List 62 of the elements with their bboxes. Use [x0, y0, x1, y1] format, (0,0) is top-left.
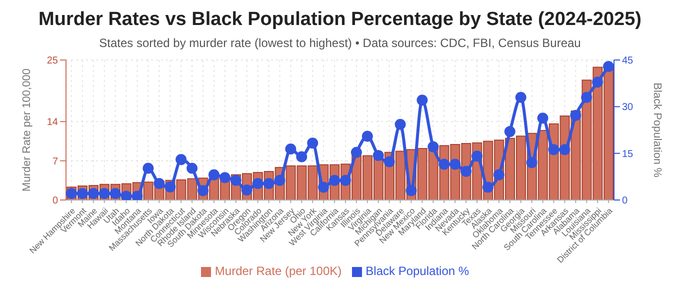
- point: [230, 174, 242, 186]
- point: [592, 76, 604, 88]
- y-axis-title: Murder Rate per 100,000: [20, 68, 33, 192]
- point: [372, 150, 384, 162]
- y-tick-label: 14: [46, 117, 58, 128]
- point: [307, 138, 318, 149]
- point: [198, 185, 208, 196]
- y2-tick-label: 45: [622, 56, 634, 67]
- point: [285, 143, 296, 154]
- point: [515, 92, 526, 103]
- point: [132, 190, 143, 200]
- point: [110, 188, 121, 199]
- point: [428, 141, 439, 152]
- point: [164, 181, 176, 192]
- point: [340, 174, 351, 186]
- y-tick-label: 7: [52, 156, 58, 168]
- point: [176, 154, 187, 166]
- point: [394, 118, 406, 130]
- point: [350, 146, 362, 158]
- point: [241, 184, 252, 196]
- y-tick-label: 0: [52, 196, 58, 207]
- point: [263, 178, 274, 190]
- point: [603, 61, 614, 72]
- y2-tick-label: 15: [622, 148, 634, 160]
- point: [219, 172, 230, 184]
- chart-title: Murder Rates vs Black Population Percentage by State (2024-2025): [38, 8, 642, 32]
- y2-tick-label: 0: [622, 196, 628, 207]
- point: [406, 185, 417, 196]
- point: [537, 112, 548, 124]
- point: [120, 190, 132, 200]
- point: [329, 174, 340, 186]
- point: [384, 156, 395, 168]
- y2-axis-title: Black Population %: [651, 82, 664, 178]
- point: [416, 94, 428, 106]
- point: [208, 169, 220, 180]
- point: [493, 169, 504, 180]
- legend-label: Black Population %: [366, 264, 470, 278]
- point: [559, 144, 570, 156]
- point: [504, 126, 516, 138]
- point: [362, 130, 373, 142]
- point: [472, 150, 482, 162]
- point: [548, 144, 560, 156]
- point: [460, 166, 472, 177]
- point: [581, 92, 592, 103]
- point: [526, 157, 538, 168]
- point: [438, 158, 450, 170]
- y-tick-label: 25: [46, 56, 58, 67]
- point: [88, 188, 99, 199]
- point: [252, 178, 264, 190]
- point: [570, 110, 582, 121]
- point: [98, 188, 110, 199]
- chart-subtitle: States sorted by murder rate (lowest to highest) • Data sources: CDC, FBI, Census Bureau: [98, 35, 582, 52]
- point: [274, 174, 286, 186]
- point: [318, 182, 330, 193]
- point: [450, 158, 461, 170]
- point: [186, 162, 198, 174]
- y2-tick-label: 30: [622, 102, 634, 114]
- point: [482, 182, 494, 193]
- point: [154, 178, 165, 190]
- point: [142, 162, 154, 174]
- legend-label: Murder Rate (per 100K): [214, 264, 342, 278]
- point: [296, 151, 308, 162]
